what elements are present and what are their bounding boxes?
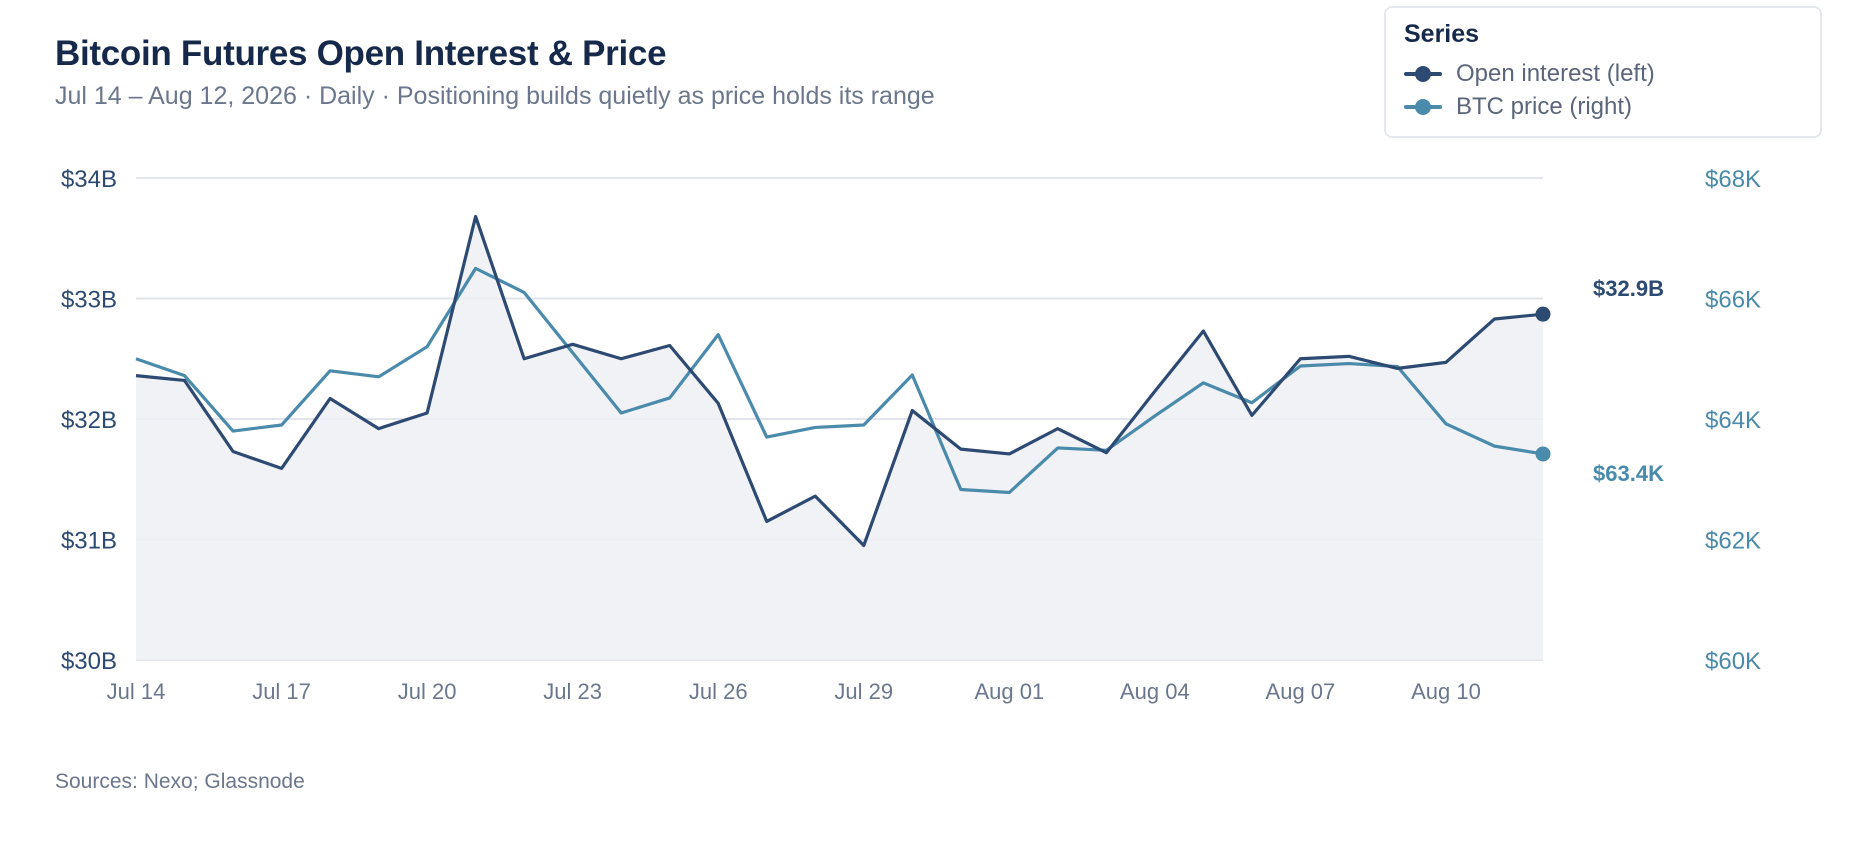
btc-price-end-point <box>1535 446 1551 462</box>
x-tick-label: Aug 07 <box>1266 679 1336 704</box>
y-right-tick-label: $66K <box>1705 287 1761 314</box>
legend-swatch-open-interest <box>1404 59 1442 89</box>
chart-title: Bitcoin Futures Open Interest & Price <box>55 34 667 73</box>
y-right-tick-label: $68K <box>1705 166 1761 193</box>
legend: Series Open interest (left) BTC price (r… <box>1384 6 1822 138</box>
y-left-tick-label: $32B <box>61 407 117 434</box>
legend-label-open-interest: Open interest (left) <box>1456 60 1655 87</box>
y-left-tick-label: $34B <box>61 166 117 193</box>
x-tick-label: Jul 14 <box>107 679 166 704</box>
legend-swatch-btc-price <box>1404 92 1442 122</box>
y-right-tick-label: $64K <box>1705 407 1761 434</box>
x-tick-label: Jul 29 <box>834 679 893 704</box>
x-tick-label: Jul 26 <box>689 679 748 704</box>
y-left-tick-label: $33B <box>61 287 117 314</box>
x-tick-label: Aug 10 <box>1411 679 1481 704</box>
open-interest-end-label: $32.9B <box>1593 276 1664 301</box>
x-tick-label: Aug 01 <box>974 679 1044 704</box>
y-right-tick-label: $62K <box>1705 528 1761 555</box>
btc-price-end-label: $63.4K <box>1593 461 1664 486</box>
legend-item-btc-price: BTC price (right) <box>1404 92 1632 122</box>
y-left-tick-label: $30B <box>61 648 117 675</box>
y-left-tick-label: $31B <box>61 528 117 555</box>
open-interest-end-point <box>1535 306 1551 322</box>
x-tick-label: Jul 20 <box>398 679 457 704</box>
x-tick-label: Jul 17 <box>252 679 311 704</box>
legend-title: Series <box>1404 20 1480 48</box>
legend-label-btc-price: BTC price (right) <box>1456 93 1633 120</box>
open-interest-area <box>136 216 1543 660</box>
open-interest-line <box>135 214 1544 548</box>
btc-price-line <box>135 266 1544 495</box>
chart-subtitle: Jul 14 – Aug 12, 2026 · Daily · Position… <box>55 82 935 110</box>
x-tick-label: Aug 04 <box>1120 679 1190 704</box>
y-right-tick-label: $60K <box>1705 648 1761 675</box>
x-tick-label: Jul 23 <box>543 679 602 704</box>
legend-item-open-interest: Open interest (left) <box>1404 59 1655 89</box>
source-note: Sources: Nexo; Glassnode <box>55 770 305 793</box>
